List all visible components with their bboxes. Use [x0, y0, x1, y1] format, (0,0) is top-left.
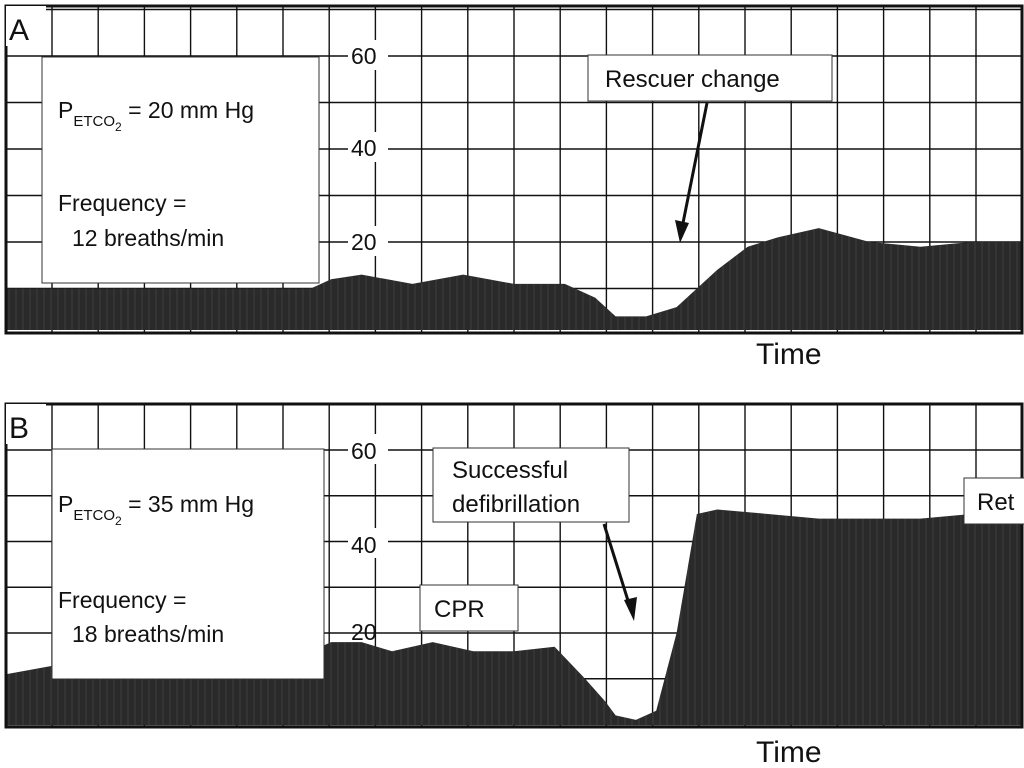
panel-a-frequency-line2: 12 breaths/min	[72, 225, 224, 251]
panel-a-info-box: PETCO2 = 20 mm Hg Frequency = 12 breaths…	[41, 56, 320, 284]
panel-a-letter-bg	[6, 6, 46, 46]
panel-b: 60 40 20 B PETCO2 = 35 mm Hg Frequency =…	[4, 402, 1024, 768]
panel-a-ytick-20: 20	[351, 229, 377, 255]
waveform-area	[6, 228, 1022, 330]
panel-b-info-box: PETCO2 = 35 mm Hg Frequency = 18 breaths…	[51, 448, 325, 680]
panel-b-xlabel: Time	[756, 736, 822, 768]
callout-rescuer-change-text: Rescuer change	[605, 66, 780, 93]
panel-b-frequency-line1: Frequency =	[58, 587, 187, 613]
callout-rescuer-change-arrow	[680, 102, 709, 229]
panel-b-callout-ret: Ret	[963, 477, 1024, 525]
panel-a-petco2: PETCO2 = 20 mm Hg	[58, 97, 254, 134]
callout-defibrillation-arrow	[602, 523, 632, 608]
callout-defibrillation-arrowhead	[624, 597, 637, 621]
panel-a-letter: A	[9, 14, 29, 47]
callout-ret-text: Ret	[977, 489, 1015, 516]
panel-b-ytick-40: 40	[351, 532, 377, 558]
panel-b-callout-cpr: CPR	[419, 584, 519, 632]
callout-defibrillation-line2: defibrillation	[452, 491, 580, 518]
callout-rescuer-change-arrowhead	[675, 220, 689, 243]
panel-b-frame	[4, 402, 1024, 729]
panel-a-y-ticks: 60 40 20	[348, 40, 388, 256]
panel-a-ytick-40: 40	[351, 135, 377, 161]
panel-b-frequency-line2: 18 breaths/min	[72, 621, 224, 647]
panel-a-frame	[4, 4, 1024, 335]
panel-b-y-ticks: 60 40 20	[348, 434, 388, 645]
panel-a: 60 40 20 A PETCO2 = 20 mm Hg Frequency =…	[4, 4, 1024, 371]
panel-b-letter: B	[9, 412, 29, 445]
panel-b-petco2: PETCO2 = 35 mm Hg	[58, 491, 254, 528]
panel-a-callout-rescuer-change: Rescuer change	[587, 54, 833, 243]
panel-b-callout-defibrillation: Successful defibrillation	[432, 447, 637, 621]
panel-b-ytick-20: 20	[351, 619, 377, 645]
panel-a-frequency-line1: Frequency =	[58, 190, 187, 216]
callout-defibrillation-line1: Successful	[452, 457, 568, 484]
panel-a-ytick-60: 60	[351, 43, 377, 69]
panel-b-ytick-60: 60	[351, 438, 377, 464]
panel-a-xlabel: Time	[756, 338, 822, 371]
callout-cpr-text: CPR	[434, 596, 485, 623]
panel-b-letter-bg	[6, 404, 46, 444]
